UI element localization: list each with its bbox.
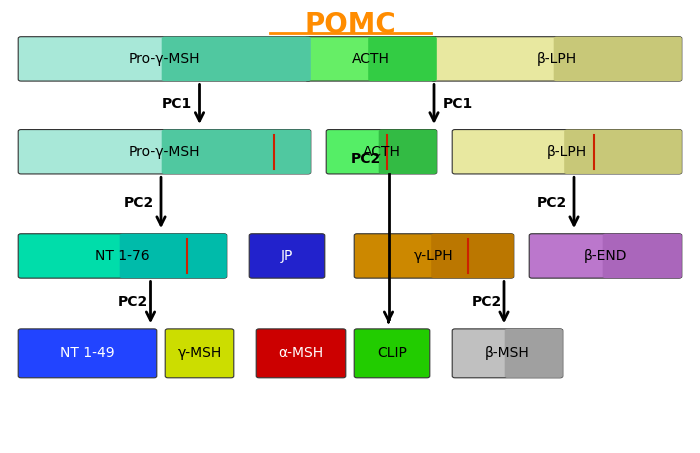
FancyBboxPatch shape — [452, 329, 563, 378]
FancyBboxPatch shape — [305, 37, 437, 81]
FancyBboxPatch shape — [431, 37, 682, 81]
Text: α-MSH: α-MSH — [279, 347, 323, 360]
FancyBboxPatch shape — [564, 130, 682, 174]
FancyBboxPatch shape — [18, 234, 227, 278]
Text: β-END: β-END — [584, 249, 627, 263]
Text: γ-LPH: γ-LPH — [414, 249, 454, 263]
FancyBboxPatch shape — [165, 329, 234, 378]
Text: ACTH: ACTH — [352, 52, 390, 66]
FancyBboxPatch shape — [505, 329, 563, 378]
FancyBboxPatch shape — [256, 329, 346, 378]
Text: NT 1-49: NT 1-49 — [60, 347, 115, 360]
FancyBboxPatch shape — [603, 234, 682, 278]
FancyBboxPatch shape — [354, 329, 430, 378]
FancyBboxPatch shape — [162, 37, 311, 81]
FancyBboxPatch shape — [354, 234, 514, 278]
FancyBboxPatch shape — [18, 37, 311, 81]
Text: PC2: PC2 — [472, 295, 502, 309]
FancyBboxPatch shape — [379, 130, 437, 174]
Text: PC2: PC2 — [351, 152, 382, 165]
Text: β-LPH: β-LPH — [536, 52, 577, 66]
FancyBboxPatch shape — [452, 130, 682, 174]
Text: JP: JP — [281, 249, 293, 263]
Text: PC2: PC2 — [118, 295, 148, 309]
FancyBboxPatch shape — [554, 37, 682, 81]
Text: POMC: POMC — [304, 11, 396, 39]
Text: CLIP: CLIP — [377, 347, 407, 360]
Text: ACTH: ACTH — [363, 145, 400, 159]
FancyBboxPatch shape — [326, 130, 437, 174]
FancyBboxPatch shape — [431, 234, 514, 278]
Text: β-MSH: β-MSH — [485, 347, 530, 360]
FancyBboxPatch shape — [18, 329, 157, 378]
Text: γ-MSH: γ-MSH — [177, 347, 222, 360]
FancyBboxPatch shape — [249, 234, 325, 278]
Text: Pro-γ-MSH: Pro-γ-MSH — [129, 52, 200, 66]
Text: β-LPH: β-LPH — [547, 145, 587, 159]
Text: PC2: PC2 — [124, 196, 154, 210]
FancyBboxPatch shape — [18, 130, 311, 174]
Text: NT 1-76: NT 1-76 — [95, 249, 150, 263]
Text: Pro-γ-MSH: Pro-γ-MSH — [129, 145, 200, 159]
FancyBboxPatch shape — [162, 130, 311, 174]
FancyBboxPatch shape — [529, 234, 682, 278]
Text: PC1: PC1 — [162, 97, 192, 111]
FancyBboxPatch shape — [120, 234, 227, 278]
FancyBboxPatch shape — [368, 37, 437, 81]
Text: PC1: PC1 — [442, 97, 472, 111]
Text: PC2: PC2 — [537, 196, 567, 210]
